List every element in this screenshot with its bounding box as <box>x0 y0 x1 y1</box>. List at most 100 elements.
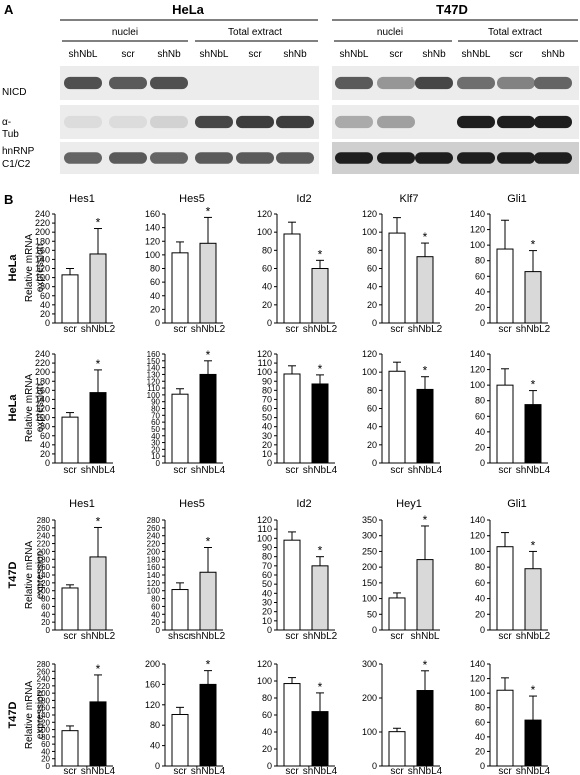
y-tick-label: 180 <box>35 376 50 386</box>
y-tick-label: 30 <box>262 598 272 608</box>
blot-band <box>457 152 495 164</box>
y-tick-label: 180 <box>37 696 51 705</box>
category-label: shNbL4 <box>516 465 551 476</box>
chart-title: Hes1 <box>69 193 95 205</box>
y-tick-label: 20 <box>41 618 50 627</box>
chart-title: Hes5 <box>179 193 205 205</box>
y-tick-label: 220 <box>35 358 50 368</box>
y-tick-label: 180 <box>35 236 50 246</box>
y-tick-label: 80 <box>41 733 50 742</box>
category-label: scr <box>173 465 187 476</box>
bar <box>416 559 434 631</box>
y-tick-label: 80 <box>475 396 485 406</box>
significance-marker: * <box>423 364 428 378</box>
y-tick-label: 40 <box>367 282 377 292</box>
y-tick-label: 50 <box>367 609 377 619</box>
bar <box>311 711 329 767</box>
y-tick-label: 60 <box>367 404 377 414</box>
bar <box>171 393 189 464</box>
y-tick-label: 120 <box>257 515 272 525</box>
cell-line-t47d-label: T47D <box>436 2 468 17</box>
y-tick-label: 100 <box>37 726 51 735</box>
significance-marker: * <box>318 362 323 376</box>
bar <box>283 683 301 767</box>
blot-band <box>109 76 147 90</box>
lane-label: scr <box>389 49 403 60</box>
y-tick-label: 240 <box>37 675 51 684</box>
bar <box>416 388 434 464</box>
blot-band <box>415 76 453 90</box>
significance-marker: * <box>423 658 428 672</box>
category-label: shNbL4 <box>303 465 338 476</box>
panel-a-label: A <box>4 2 14 17</box>
blot-band <box>457 115 495 129</box>
category-label: shNbL2 <box>516 324 551 335</box>
y-tick-label: 240 <box>37 532 51 541</box>
y-tick-label: 240 <box>35 209 50 219</box>
significance-marker: * <box>96 216 101 230</box>
lane-label: shNb <box>422 49 446 60</box>
y-tick-label: 260 <box>37 667 51 676</box>
significance-marker: * <box>531 378 536 392</box>
bar-chart-gli1: Gli1 0 20 40 60 80 100 120 140 scr * shNbL2 <box>470 498 551 642</box>
blot-band <box>109 115 147 129</box>
y-tick-label: 0 <box>45 458 50 468</box>
bar-chart-hes5: Hes5 020406080100120140160180200220240260… <box>147 498 226 642</box>
y-tick-label: 80 <box>262 552 272 562</box>
y-tick-label: 40 <box>40 440 50 450</box>
blot-band <box>150 115 188 129</box>
y-tick-label: 220 <box>35 218 50 228</box>
y-tick-label: 110 <box>258 358 272 368</box>
bar-chart-id2: Id2 0 20 40 60 80 100 120 scr * shNbL2 <box>257 193 338 335</box>
y-tick-label: 160 <box>37 563 51 572</box>
y-tick-label: 180 <box>147 555 161 564</box>
y-tick-label: 250 <box>362 546 377 556</box>
y-tick-label: 80 <box>40 282 50 292</box>
y-tick-label: 20 <box>41 755 50 764</box>
y-tick-label: 50 <box>262 413 272 423</box>
chart-title: Hey1 <box>396 498 422 510</box>
significance-marker: * <box>96 357 101 371</box>
category-label: shNbL <box>411 631 440 642</box>
y-tick-label: 350 <box>362 515 377 525</box>
category-label: scr <box>498 465 512 476</box>
y-tick-label: 90 <box>262 376 272 386</box>
panel-b-label: B <box>4 192 13 207</box>
bar <box>283 539 301 631</box>
hela-nuclei-label: nuclei <box>112 27 138 38</box>
bar <box>61 416 79 464</box>
y-tick-label: 100 <box>37 587 51 596</box>
lane-label: shNb <box>283 49 307 60</box>
y-tick-label: 100 <box>362 594 377 604</box>
bar <box>496 546 514 631</box>
category-label: shNbL2 <box>303 631 338 642</box>
y-tick-label: 260 <box>147 524 161 533</box>
significance-marker: * <box>318 544 323 558</box>
y-tick-label: 90 <box>151 398 160 407</box>
y-tick-label: 0 <box>480 318 485 328</box>
y-tick-label: 0 <box>480 625 485 635</box>
y-tick-label: 200 <box>35 367 50 377</box>
y-axis-label: Relative mRNA <box>24 681 35 750</box>
y-tick-label: 100 <box>35 413 50 423</box>
blot-band <box>109 152 147 164</box>
y-tick-label: 20 <box>40 449 50 459</box>
y-tick-label: 0 <box>372 625 377 635</box>
chart-title: Gli1 <box>507 498 527 510</box>
y-tick-label: 40 <box>475 594 485 604</box>
y-tick-label: 100 <box>470 380 485 390</box>
category-label: scr <box>63 465 77 476</box>
significance-marker: * <box>206 658 211 672</box>
bar-chart-klf7: Klf7 0 20 40 60 80 100 120 scr * shNbL2 <box>362 193 443 335</box>
y-tick-label: 40 <box>41 747 50 756</box>
y-tick-label: 200 <box>362 693 377 703</box>
lane-labels: shNbL scr shNb shNbL scr shNb shNbL scr shNb shNb… <box>69 49 566 60</box>
lane-label: shNbL <box>462 49 491 60</box>
y-tick-label: 0 <box>46 762 51 771</box>
category-label: scr <box>63 324 77 335</box>
bar-chart-untitled: 0 20 40 60 80 100 120 scr * shNbL4 <box>362 349 443 476</box>
significance-marker: * <box>423 230 428 244</box>
y-tick-label: 60 <box>475 717 485 727</box>
y-tick-label: 80 <box>151 595 160 604</box>
